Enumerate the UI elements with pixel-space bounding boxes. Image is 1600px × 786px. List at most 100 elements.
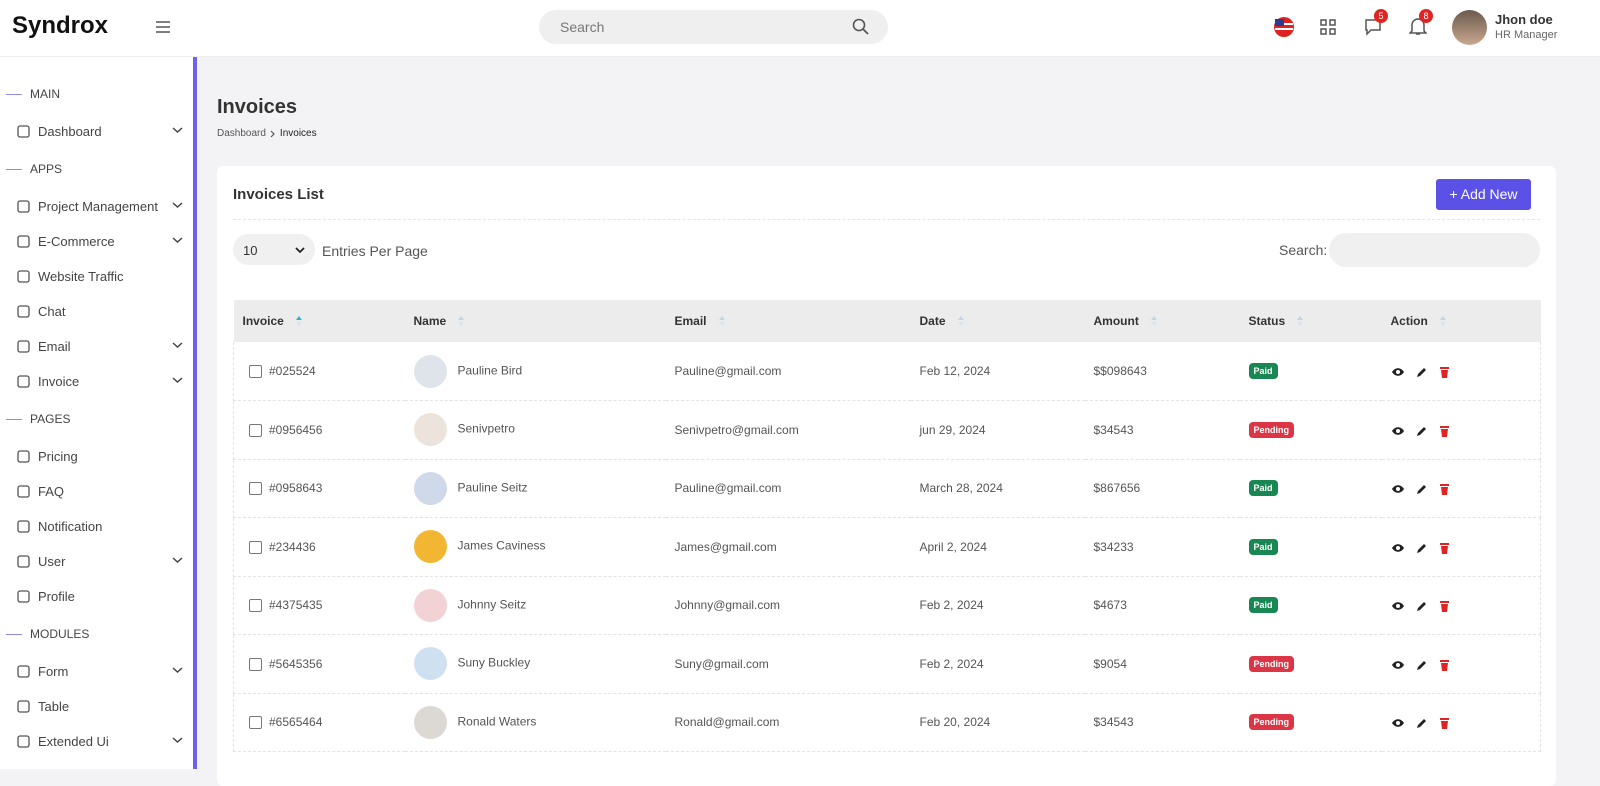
table-row: #6565464 Ronald Waters Ronald@gmail.com Feb… — [233, 693, 1541, 752]
cell: Pauline Seitz — [404, 459, 666, 518]
edit-button[interactable] — [1416, 542, 1428, 554]
cell: Senivpetro@gmail.com — [665, 400, 911, 460]
user-avatar[interactable] — [1452, 10, 1487, 45]
divider — [233, 219, 1540, 220]
chevron — [172, 667, 183, 674]
table-row: #025524 Pauline Bird Pauline@gmail.com Feb … — [233, 342, 1541, 401]
column-header[interactable]: Email — [665, 300, 911, 342]
add-new-button[interactable]: + Add New — [1436, 179, 1531, 210]
table-search-input[interactable] — [1329, 233, 1540, 267]
menu-item[interactable]: Project Management — [0, 189, 193, 224]
checkbox[interactable] — [249, 423, 262, 437]
edit-button[interactable] — [1416, 717, 1428, 729]
menu-item[interactable]: Chat — [0, 294, 193, 329]
search-box[interactable]: Search — [539, 10, 888, 44]
column-label: Action — [1390, 313, 1428, 328]
delete-button[interactable] — [1439, 659, 1450, 671]
edit-button[interactable] — [1416, 659, 1428, 671]
email: Johnny@gmail.com — [674, 598, 781, 613]
menu-label: Invoice — [38, 374, 80, 389]
section-heading: MAIN — [0, 74, 193, 114]
view-button[interactable] — [1391, 660, 1405, 670]
cell — [1381, 576, 1541, 635]
entries-select[interactable]: 10 — [233, 234, 315, 265]
cell: Paid — [1239, 576, 1382, 635]
menu-item[interactable]: Pricing — [0, 439, 193, 474]
status-badge: Paid — [1248, 480, 1278, 497]
delete-button[interactable] — [1439, 483, 1450, 496]
sort-icon — [1297, 316, 1304, 327]
view-button[interactable] — [1391, 426, 1405, 436]
customer-name: Pauline Seitz — [457, 480, 528, 495]
delete-button[interactable] — [1439, 717, 1450, 730]
checkbox[interactable] — [249, 540, 262, 554]
checkbox[interactable] — [249, 482, 262, 496]
email: James@gmail.com — [674, 539, 777, 554]
menu-icon — [17, 485, 30, 498]
column-header[interactable]: Name — [404, 300, 666, 342]
avatar — [413, 413, 447, 447]
cell: $867656 — [1084, 459, 1240, 518]
menu-item[interactable]: Table — [0, 689, 193, 724]
menu-item[interactable]: Extended Ui — [0, 724, 193, 759]
column-header[interactable]: Amount — [1084, 300, 1240, 342]
cell: #0958643 — [233, 459, 405, 518]
delete-button[interactable] — [1439, 600, 1450, 613]
edit-button[interactable] — [1416, 425, 1428, 437]
checkbox[interactable] — [249, 599, 262, 613]
edit-button[interactable] — [1416, 366, 1428, 378]
section-heading: APPS — [0, 149, 193, 189]
table-row: #0956456 Senivpetro Senivpetro@gmail.com ju… — [233, 400, 1541, 460]
menu-item[interactable]: Form — [0, 654, 193, 689]
edit-button[interactable] — [1416, 483, 1428, 495]
cell: #234436 — [233, 517, 405, 577]
select-arrow — [295, 247, 305, 254]
delete-button[interactable] — [1439, 542, 1450, 554]
column-header[interactable]: Date — [910, 300, 1085, 342]
column-header[interactable]: Action — [1381, 300, 1541, 342]
checkbox[interactable] — [249, 716, 262, 730]
view-button[interactable] — [1391, 484, 1405, 494]
logo[interactable]: Syndrox — [12, 12, 109, 39]
menu-item[interactable]: User — [0, 544, 193, 579]
user-role: HR Manager — [1495, 29, 1558, 41]
invoice-id: #0958643 — [269, 481, 323, 496]
menu-item[interactable]: Email — [0, 329, 193, 364]
checkbox[interactable] — [249, 365, 262, 379]
menu-label: Notification — [38, 519, 103, 534]
view-button[interactable] — [1391, 543, 1405, 553]
page-title: Invoices — [217, 96, 298, 118]
menu-item[interactable]: FAQ — [0, 474, 193, 509]
view-button[interactable] — [1391, 718, 1405, 728]
cell: Pending — [1239, 400, 1382, 460]
email: Suny@gmail.com — [674, 656, 769, 671]
apps-icon[interactable] — [1320, 19, 1336, 35]
page: {"header":{"logo":"Syndrox","search_plac… — [0, 0, 1600, 769]
delete-button[interactable] — [1439, 366, 1450, 378]
column-label: Amount — [1093, 313, 1139, 328]
menu-item[interactable]: Notification — [0, 509, 193, 544]
menu-label: Profile — [38, 589, 75, 604]
column-header[interactable]: Status — [1239, 300, 1382, 342]
view-button[interactable] — [1391, 601, 1405, 611]
cell — [1381, 342, 1541, 401]
status-badge: Pending — [1248, 655, 1294, 672]
column-header[interactable]: Invoice — [233, 300, 405, 342]
cell: March 28, 2024 — [910, 459, 1085, 518]
flag-icon[interactable] — [1273, 16, 1295, 38]
checkbox[interactable] — [249, 657, 262, 671]
menu-item[interactable]: Dashboard — [0, 114, 193, 149]
card-title: Invoices List — [233, 186, 324, 203]
menu-toggle[interactable] — [155, 20, 171, 34]
cell: $4673 — [1084, 576, 1240, 635]
view-button[interactable] — [1391, 367, 1405, 377]
cell: #4375435 — [233, 576, 405, 635]
menu-item[interactable]: Profile — [0, 579, 193, 614]
breadcrumb-link[interactable]: Dashboard — [217, 128, 266, 139]
menu-item[interactable]: Website Traffic — [0, 259, 193, 294]
menu-icon — [17, 450, 30, 463]
menu-item[interactable]: E-Commerce — [0, 224, 193, 259]
menu-item[interactable]: Invoice — [0, 364, 193, 399]
delete-button[interactable] — [1439, 425, 1450, 437]
edit-button[interactable] — [1416, 600, 1428, 612]
